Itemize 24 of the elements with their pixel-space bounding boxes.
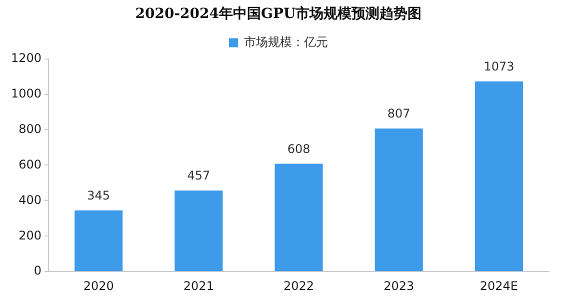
y-tick-label: 1000	[10, 86, 42, 100]
x-tick-label: 2022	[283, 278, 314, 293]
bar	[374, 128, 423, 272]
legend-label: 市场规模：亿元	[244, 34, 328, 49]
y-tick-label: 200	[18, 228, 42, 242]
y-tick-label: 800	[18, 122, 42, 136]
data-label: 457	[187, 168, 210, 183]
bar	[474, 81, 523, 272]
bar	[174, 190, 223, 272]
y-tick-label: 0	[34, 264, 42, 278]
bar	[74, 210, 123, 272]
y-tick-label: 400	[18, 192, 42, 207]
x-tick-label: 2020	[83, 278, 114, 293]
data-label: 807	[387, 106, 410, 121]
data-label: 1073	[484, 59, 514, 74]
bar	[274, 164, 323, 272]
y-tick-label: 600	[18, 157, 42, 172]
x-tick-label: 2023	[384, 278, 414, 293]
y-tick-label: 1200	[10, 50, 42, 65]
x-tick-label: 2021	[183, 278, 214, 293]
data-label: 345	[87, 188, 110, 203]
chart-title: 2020-2024年中国GPU市场规模预测趋势图	[135, 5, 422, 22]
x-tick-label: 2024E	[480, 278, 518, 293]
data-label: 608	[287, 142, 310, 156]
